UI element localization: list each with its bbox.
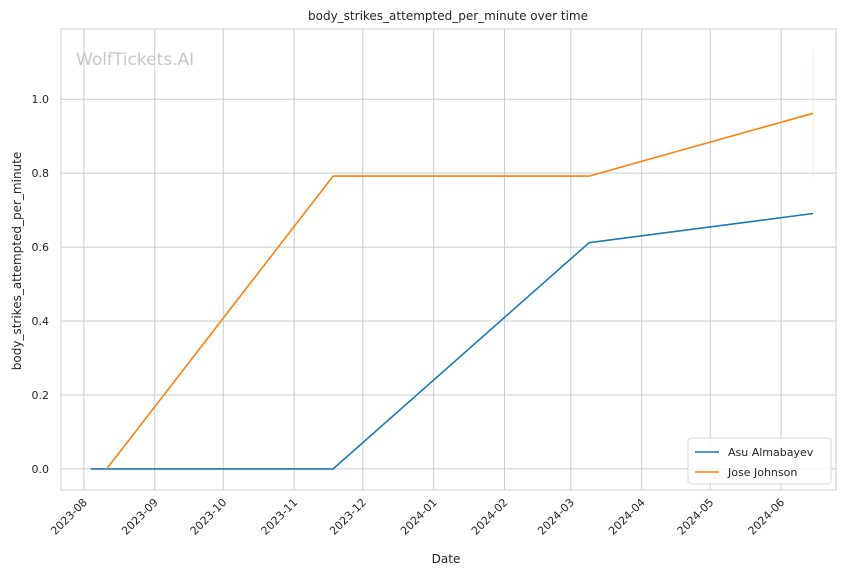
y-tick-labels: 0.0 0.2 0.4 0.6 0.8 1.0 (32, 93, 50, 476)
series-line-jose-johnson (106, 112, 814, 470)
watermark: WolfTickets.AI (76, 50, 194, 70)
y-tick-label: 0.8 (32, 167, 50, 180)
y-tick-label: 0.2 (32, 389, 50, 402)
series-line-asu-almabayev (90, 212, 814, 470)
y-tick-label: 0.4 (32, 315, 50, 328)
y-tick-label: 0.0 (32, 463, 50, 476)
chart-title: body_strikes_attempted_per_minute over t… (308, 9, 588, 23)
x-axis-label: Date (432, 552, 461, 566)
series-layer (90, 112, 814, 470)
legend-box (687, 437, 832, 485)
y-axis-label: body_strikes_attempted_per_minute (10, 152, 24, 370)
plot-area (60, 28, 837, 491)
y-tick-label: 0.6 (32, 241, 50, 254)
legend: Asu Almabayev Jose Johnson (687, 437, 832, 485)
plot-frame (60, 28, 837, 491)
legend-label-asu-almabayev: Asu Almabayev (728, 446, 814, 459)
y-tick-label: 1.0 (32, 93, 50, 106)
legend-label-jose-johnson: Jose Johnson (727, 466, 797, 479)
